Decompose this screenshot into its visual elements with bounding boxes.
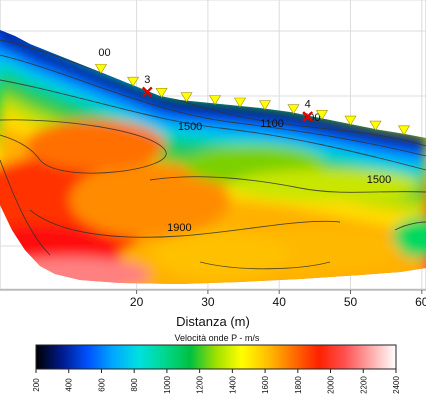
x-tick-label: 60 xyxy=(415,295,426,309)
geophone-marker xyxy=(208,95,222,106)
colorbar-tick-label: 2400 xyxy=(392,376,401,394)
x-tick-label: 40 xyxy=(273,295,287,309)
velocity-anomaly xyxy=(150,230,290,280)
colorbar-title: Velocità onde P - m/s xyxy=(175,333,260,343)
velocity-anomaly xyxy=(25,120,165,170)
contour-label: 00 xyxy=(98,47,110,59)
sensor-label: 4 xyxy=(305,99,311,111)
velocity-anomaly xyxy=(230,169,420,201)
contour-labels: 7001100150011001500190000 xyxy=(98,47,391,234)
colorbar-tick-label: 1400 xyxy=(228,376,237,394)
contour-line xyxy=(0,159,51,256)
sensors: 345 xyxy=(141,74,314,122)
contour-line xyxy=(0,39,426,147)
velocity-anomaly xyxy=(392,218,426,258)
x-axis-title: Distanza (m) xyxy=(176,314,250,329)
velocity-section xyxy=(0,30,426,284)
geophone-marker xyxy=(287,104,300,115)
colorbar-tick-label: 400 xyxy=(65,378,74,392)
colorbar: Velocità onde P - m/s 200 400 600 800 1000 12… xyxy=(32,333,401,394)
contour-label: 1900 xyxy=(167,222,191,234)
geophone-marker xyxy=(258,100,271,111)
geophone-marker xyxy=(233,97,247,108)
colorbar-tick-label: 1600 xyxy=(261,376,270,394)
geophone-marker xyxy=(94,64,107,74)
sensor-marker xyxy=(302,111,314,122)
contour-line xyxy=(0,119,167,174)
x-tick-label: 20 xyxy=(130,295,144,309)
contour-line xyxy=(29,209,341,238)
x-axis: 203040506070 xyxy=(0,289,426,309)
geophone-marker xyxy=(397,125,411,136)
geophone-marker xyxy=(127,76,140,87)
geophones xyxy=(94,64,411,136)
x-tick-label: 50 xyxy=(344,295,358,309)
colorbar-tick-label: 1200 xyxy=(196,376,205,394)
velocity-anomaly xyxy=(70,162,230,238)
colorbar-tick-label: 2000 xyxy=(327,376,336,394)
colorbar-tick-label: 2200 xyxy=(359,376,368,394)
geophone-marker xyxy=(180,92,193,103)
colorbar-tick-label: 800 xyxy=(130,378,139,392)
sensor-marker xyxy=(141,86,153,98)
colorbar-tick-label: 600 xyxy=(97,378,106,392)
geophone-marker xyxy=(344,115,357,126)
colorbar-gradient xyxy=(35,344,397,370)
contour-line xyxy=(199,261,331,270)
geophone-marker xyxy=(315,110,329,120)
contour-line xyxy=(149,176,426,193)
colorbar-tick-label: 1000 xyxy=(163,376,172,394)
contour-label: 1500 xyxy=(178,121,202,133)
contour-label: 1100 xyxy=(260,118,284,130)
geophone-marker xyxy=(369,120,382,131)
contour-line xyxy=(0,54,426,157)
geophone-marker xyxy=(155,88,168,98)
contour-label: 1500 xyxy=(367,174,391,186)
contour-line xyxy=(0,79,426,171)
colorbar-tick-label: 200 xyxy=(32,378,41,392)
colorbar-tick-label: 1800 xyxy=(294,376,303,394)
x-tick-label: 30 xyxy=(201,295,215,309)
sensor-label: 3 xyxy=(144,74,150,86)
